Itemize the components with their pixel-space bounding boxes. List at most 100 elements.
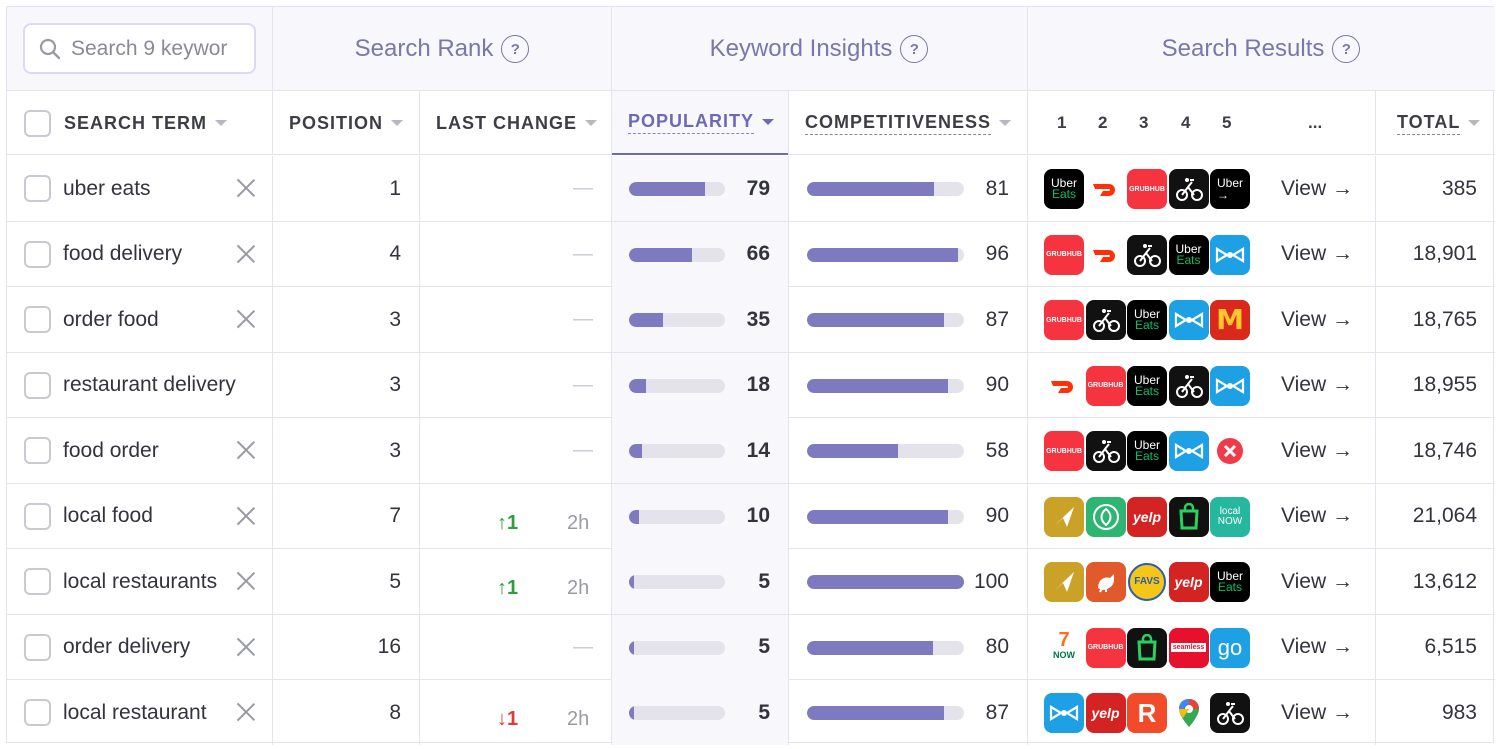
remove-keyword-icon[interactable]	[236, 702, 256, 722]
postmates-app-icon[interactable]	[1127, 234, 1167, 275]
green-bag-app-icon[interactable]	[1168, 496, 1209, 537]
row-checkbox[interactable]	[24, 175, 51, 202]
popularity-bar	[629, 706, 725, 720]
view-results-link[interactable]: View →	[1281, 504, 1353, 527]
group-keyword-insights: Keyword Insights ?	[611, 7, 1027, 91]
rooster-app-icon[interactable]	[1085, 562, 1126, 602]
table-row[interactable]: food delivery 4 — 66 96 GRUBHUB Uber Eats View →…	[7, 221, 1495, 287]
postmates-app-icon[interactable]	[1085, 431, 1126, 471]
table-row[interactable]: local food 7 ↑1 2h 10 90 yelp local NOW View → 21,…	[7, 483, 1495, 549]
doordash-app-icon[interactable]	[1086, 169, 1126, 209]
table-row[interactable]: uber eats 1 — 79 81 Uber Eats GRUBHUB Uber → View …	[7, 156, 1495, 222]
col-position[interactable]: POSITION	[289, 91, 419, 155]
go-app-icon[interactable]: go	[1210, 627, 1250, 668]
paper-plane-app-icon[interactable]	[1044, 562, 1084, 602]
waiter-app-icon[interactable]	[1210, 234, 1250, 275]
help-icon[interactable]: ?	[900, 35, 929, 63]
remove-keyword-icon[interactable]	[236, 571, 256, 591]
view-results-link[interactable]: View →	[1281, 307, 1353, 331]
search-input[interactable]	[71, 36, 236, 61]
doordash-app-icon[interactable]	[1086, 235, 1126, 275]
view-results-link[interactable]: View →	[1281, 176, 1353, 200]
paper-plane-app-icon[interactable]	[1044, 496, 1084, 537]
r-app-app-icon[interactable]: R	[1127, 693, 1167, 733]
col-popularity[interactable]: POPULARITY	[611, 91, 788, 155]
view-results-link[interactable]: View →	[1281, 700, 1353, 724]
remove-keyword-icon[interactable]	[236, 309, 256, 329]
uber-eats-app-icon[interactable]: Uber Eats	[1127, 365, 1167, 406]
table-row[interactable]: restaurant delivery 3 — 18 90 GRUBHUB Uber Eats…	[7, 352, 1495, 418]
remove-keyword-icon[interactable]	[236, 244, 256, 264]
yelp-app-icon[interactable]: yelp	[1085, 693, 1126, 733]
col-last-change[interactable]: LAST CHANGE	[436, 91, 611, 155]
uber-eats-app-icon[interactable]: Uber Eats	[1127, 300, 1167, 340]
postmates-app-icon[interactable]	[1085, 300, 1126, 340]
waiter-app-icon[interactable]	[1168, 300, 1209, 340]
uber-eats-app-icon[interactable]: Uber Eats	[1168, 234, 1209, 275]
grubhub-app-icon[interactable]: GRUBHUB	[1127, 169, 1167, 209]
local-now-app-icon[interactable]: local NOW	[1210, 496, 1250, 537]
green-leaf-app-icon[interactable]	[1085, 496, 1126, 537]
divider	[788, 352, 789, 418]
waiter-app-icon[interactable]	[1044, 693, 1084, 733]
postmates-app-icon[interactable]	[1168, 169, 1209, 209]
total-results-value: 983	[1441, 700, 1477, 724]
row-checkbox[interactable]	[24, 306, 51, 333]
uber-app-icon[interactable]: Uber →	[1210, 169, 1250, 209]
view-results-link[interactable]: View →	[1281, 242, 1353, 265]
popularity-value: 5	[758, 635, 770, 658]
uber-eats-app-icon[interactable]: Uber Eats	[1210, 562, 1250, 602]
table-row[interactable]: order delivery 16 — 5 80 7 NOW GRUBHUB seamless g…	[7, 614, 1495, 680]
table-row[interactable]: food order 3 — 14 58 GRUBHUB Uber Eats View → 18,…	[7, 418, 1495, 484]
row-checkbox[interactable]	[24, 568, 51, 595]
row-checkbox[interactable]	[24, 437, 51, 464]
row-checkbox[interactable]	[24, 699, 51, 726]
waiter-app-icon[interactable]	[1168, 431, 1209, 471]
postmates-app-icon[interactable]	[1210, 693, 1250, 733]
help-icon[interactable]: ?	[1332, 35, 1361, 63]
help-icon[interactable]: ?	[501, 35, 530, 63]
grubhub-app-icon[interactable]: GRUBHUB	[1085, 627, 1126, 668]
waiter-app-icon[interactable]	[1210, 365, 1250, 406]
col-competitiveness[interactable]: COMPETITIVENESS	[805, 91, 1027, 155]
search-term-text: food delivery	[63, 242, 183, 265]
uber-eats-app-icon[interactable]: Uber Eats	[1044, 169, 1084, 209]
remove-keyword-icon[interactable]	[236, 506, 256, 526]
postmates-app-icon[interactable]	[1168, 365, 1209, 406]
google-maps-app-icon[interactable]	[1169, 693, 1209, 733]
col-total[interactable]: TOTAL	[1397, 91, 1495, 155]
row-checkbox[interactable]	[24, 633, 51, 661]
grubhub-app-icon[interactable]: GRUBHUB	[1085, 365, 1126, 406]
col-search-term[interactable]: SEARCH TERM	[24, 91, 272, 155]
col-search-term-label: SEARCH TERM	[64, 112, 208, 133]
row-checkbox[interactable]	[24, 502, 51, 530]
search-box[interactable]	[23, 23, 256, 74]
change-value: 1	[507, 708, 519, 730]
yelp-app-icon[interactable]: yelp	[1168, 562, 1209, 602]
seamless-app-icon[interactable]: seamless	[1168, 627, 1209, 668]
table-row[interactable]: local restaurants 5 ↑1 2h 5 100 FAVS yelp Uber Ea…	[7, 549, 1495, 615]
table-row[interactable]: order food 3 — 35 87 GRUBHUB Uber Eats M View → 18…	[7, 287, 1495, 353]
row-checkbox[interactable]	[24, 371, 51, 399]
remove-keyword-icon[interactable]	[236, 637, 256, 657]
favs-app-icon[interactable]: FAVS	[1127, 562, 1167, 602]
row-checkbox[interactable]	[24, 240, 51, 268]
foodpanda-app-icon[interactable]	[1210, 431, 1250, 471]
grubhub-app-icon[interactable]: GRUBHUB	[1044, 431, 1084, 471]
remove-keyword-icon[interactable]	[236, 178, 256, 198]
table-row[interactable]: local restaurant 8 ↓1 2h 5 87 yelp R View → 983	[7, 680, 1495, 746]
view-results-link[interactable]: View →	[1281, 438, 1353, 462]
view-results-link[interactable]: View →	[1281, 635, 1353, 658]
uber-eats-app-icon[interactable]: Uber Eats	[1127, 431, 1167, 471]
yelp-app-icon[interactable]: yelp	[1127, 496, 1167, 537]
doordash-app-icon[interactable]	[1044, 366, 1084, 406]
view-results-link[interactable]: View →	[1281, 569, 1353, 593]
select-all-checkbox[interactable]	[24, 109, 51, 137]
green-bag-app-icon[interactable]	[1127, 627, 1167, 668]
grubhub-app-icon[interactable]: GRUBHUB	[1044, 234, 1084, 275]
view-results-link[interactable]: View →	[1281, 373, 1353, 396]
grubhub-app-icon[interactable]: GRUBHUB	[1044, 300, 1084, 340]
seven-now-app-icon[interactable]: 7 NOW	[1053, 629, 1075, 660]
mcdonalds-app-icon[interactable]: M	[1210, 300, 1250, 340]
remove-keyword-icon[interactable]	[236, 440, 256, 460]
